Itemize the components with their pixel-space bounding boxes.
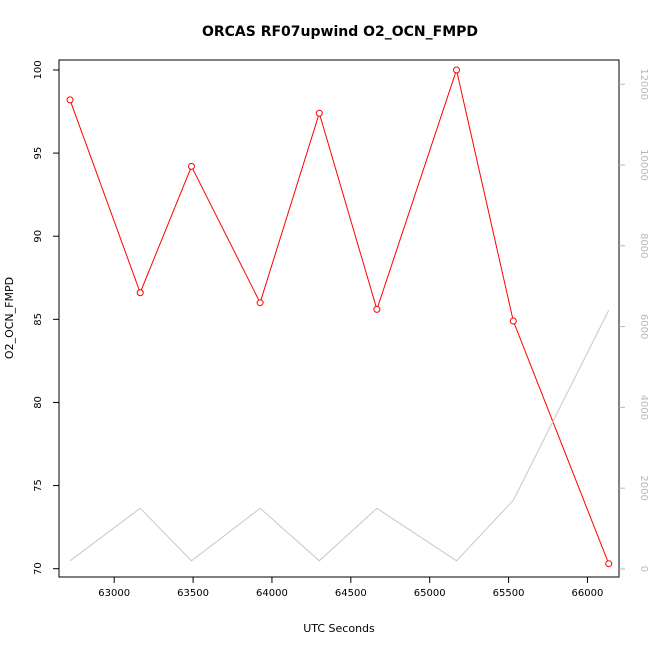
y-axis: 70 75 80 85 90 95 100 — [33, 60, 59, 575]
data-point — [453, 66, 461, 74]
data-point — [66, 96, 74, 104]
y-tick-label: 80 — [33, 396, 44, 409]
right-y-tick-label: 2000 — [638, 475, 649, 500]
plot-frame — [58, 59, 620, 578]
right-y-axis: 0 2000 4000 6000 8000 10000 12000 — [619, 68, 649, 572]
x-axis-label: UTC Seconds — [303, 622, 375, 635]
y-axis-label: O2_OCN_FMPD — [3, 277, 16, 359]
data-point — [136, 289, 144, 297]
x-tick-label: 64000 — [256, 588, 288, 599]
data-point — [373, 305, 381, 313]
y-tick-label: 85 — [33, 313, 44, 326]
y-tick-label: 70 — [33, 562, 44, 575]
right-y-tick-label: 8000 — [638, 233, 649, 258]
right-y-tick-label: 4000 — [638, 395, 649, 420]
secondary-series-line — [69, 310, 610, 562]
y-tick-label: 90 — [33, 230, 44, 243]
x-tick-label: 66000 — [572, 588, 604, 599]
y-tick-label: 95 — [33, 147, 44, 160]
data-point — [256, 299, 264, 307]
data-point — [188, 162, 196, 170]
x-axis: 63000 63500 64000 64500 65000 65500 66000 — [98, 577, 603, 599]
chart-title: ORCAS RF07upwind O2_OCN_FMPD — [202, 24, 478, 40]
right-y-tick-label: 10000 — [638, 149, 649, 181]
series-layer — [66, 66, 613, 568]
x-tick-label: 63500 — [177, 588, 209, 599]
x-tick-label: 65000 — [414, 588, 446, 599]
right-y-tick-label: 6000 — [638, 314, 649, 339]
right-y-tick-label: 12000 — [638, 68, 649, 100]
data-point — [315, 109, 323, 117]
data-point — [509, 317, 517, 325]
y-tick-label: 100 — [33, 60, 44, 79]
y-tick-label: 75 — [33, 479, 44, 492]
x-tick-label: 63000 — [98, 588, 130, 599]
x-tick-label: 65500 — [493, 588, 525, 599]
data-point — [605, 560, 613, 568]
right-y-tick-label: 0 — [638, 566, 649, 572]
x-tick-label: 64500 — [335, 588, 367, 599]
primary-series-line — [69, 68, 610, 564]
